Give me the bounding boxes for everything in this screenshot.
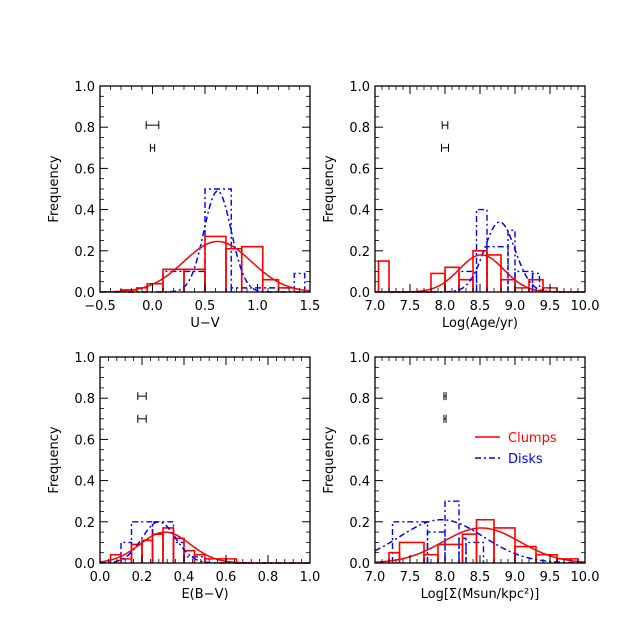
disks-bin (230, 287, 295, 292)
y-tick-label: 0.6 (74, 162, 95, 177)
x-tick-label: 1.0 (300, 570, 321, 585)
disks-bin (172, 541, 185, 563)
panel-uv: −0.5 0.0 0.5 1.0 1.50.00.20.40.60.81.0U−VFre… (47, 80, 320, 331)
x-tick-label: 7.0 (365, 299, 386, 314)
clumps-bin (486, 254, 502, 292)
x-tick-label: 1.5 (300, 299, 321, 314)
y-axis-label: Frequency (47, 426, 62, 493)
y-tick-label: 0.2 (349, 245, 370, 260)
x-tick-label: 9.5 (540, 570, 561, 585)
clumps-bin (151, 533, 164, 563)
disks-bin (391, 521, 429, 563)
disks-bin (426, 531, 446, 563)
x-axis-label: Log[Σ(Msun/kpc²)] (421, 587, 540, 602)
y-tick-label: 0.4 (74, 204, 95, 219)
y-tick-label: 0.4 (349, 475, 370, 490)
y-tick-label: 0.6 (74, 433, 95, 448)
y-tick-label: 0.0 (74, 557, 95, 572)
clumps-bin (398, 541, 425, 563)
disks-bin (120, 541, 133, 563)
panel-age: 7.0 7.5 8.0 8.5 9.0 9.5 10.0 0.0 0.2 0.4 0.6 0.8 1.0… (322, 80, 599, 331)
disks-bin (486, 245, 509, 292)
clumps-bin (204, 235, 227, 292)
y-tick-label: 0.4 (74, 475, 95, 490)
y-tick-label: 0.2 (74, 245, 95, 260)
y-tick-label: 1.0 (349, 351, 370, 366)
disks-bin (293, 272, 306, 292)
x-axis-label: E(B−V) (181, 587, 228, 602)
clumps-histogram (120, 235, 296, 292)
x-tick-label: 10.0 (571, 570, 600, 585)
clumps-bin (225, 247, 243, 292)
legend-label-clumps: Clumps (508, 431, 557, 446)
y-tick-label: 0.6 (349, 433, 370, 448)
x-tick-label: 8.5 (470, 570, 491, 585)
x-tick-label: 9.5 (540, 299, 561, 314)
disks-bin (130, 521, 154, 563)
clumps-bin (528, 278, 544, 292)
x-tick-label: 0.0 (90, 570, 111, 585)
y-tick-label: 0.0 (349, 286, 370, 301)
disks-bin (465, 541, 485, 563)
x-tick-label: −0.5 (84, 299, 116, 314)
x-tick-label: 9.0 (505, 299, 526, 314)
clumps-bin (261, 278, 280, 292)
x-tick-label: 0.6 (216, 570, 237, 585)
clumps-bin (141, 539, 154, 563)
y-tick-label: 0.8 (74, 392, 95, 407)
x-tick-label: 7.5 (400, 299, 421, 314)
y-axis-label: Frequency (322, 155, 337, 222)
x-tick-label: 0.8 (258, 570, 279, 585)
y-tick-label: 1.0 (74, 351, 95, 366)
x-tick-label: 0.5 (195, 299, 216, 314)
legend: Clumps Disks (475, 431, 557, 467)
y-tick-label: 0.8 (74, 121, 95, 136)
y-tick-label: 0.0 (349, 557, 370, 572)
x-tick-label: 7.5 (400, 570, 421, 585)
clumps-bin (493, 527, 516, 563)
axes-frame (374, 356, 586, 564)
disks-bin (507, 229, 516, 292)
x-tick-label: 9.0 (505, 570, 526, 585)
x-tick-label: 1.0 (247, 299, 268, 314)
disks-bin (444, 500, 460, 563)
y-tick-label: 0.2 (74, 516, 95, 531)
clumps-bin (535, 553, 558, 563)
clumps-gauss-curve (99, 240, 311, 293)
y-tick-label: 1.0 (349, 80, 370, 95)
x-tick-label: 8.5 (470, 299, 491, 314)
disks-bin (204, 188, 232, 292)
y-axis-label: Frequency (47, 155, 62, 222)
y-axis-label: Frequency (322, 426, 337, 493)
y-tick-label: 0.8 (349, 392, 370, 407)
y-tick-label: 0.2 (349, 516, 370, 531)
x-tick-label: 7.0 (365, 570, 386, 585)
disks-gauss-curve (100, 190, 310, 293)
y-tick-label: 0.4 (349, 204, 370, 219)
x-tick-label: 0.0 (142, 299, 163, 314)
y-tick-label: 0.6 (349, 162, 370, 177)
disks-bin (531, 272, 541, 292)
x-axis-label: U−V (190, 316, 219, 331)
x-tick-label: 8.0 (435, 299, 456, 314)
x-axis-label: Log(Age/yr) (442, 316, 518, 331)
axes-frame (374, 85, 586, 293)
disks-gauss-curve (375, 221, 585, 293)
legend-label-disks: Disks (508, 452, 543, 467)
clumps-bin (377, 260, 390, 292)
x-tick-label: 0.4 (174, 570, 195, 585)
disks-bin (475, 208, 488, 292)
disks-bin (151, 521, 175, 563)
x-tick-label: 0.2 (132, 570, 153, 585)
panel-ebv: 0.0 0.2 0.4 0.6 0.8 1.0 0.0 0.2 0.4 0.6 0.8 1.0 E(B−… (47, 351, 320, 602)
y-tick-label: 0.0 (74, 286, 95, 301)
x-tick-label: 10.0 (571, 299, 600, 314)
panel-sigma: 7.0 7.5 8.0 8.5 9.0 9.5 10.0 0.0 0.2 0.4 0.6 0.8 1.0… (322, 351, 599, 602)
y-tick-label: 1.0 (74, 80, 95, 95)
x-tick-label: 8.0 (435, 570, 456, 585)
y-tick-label: 0.8 (349, 121, 370, 136)
